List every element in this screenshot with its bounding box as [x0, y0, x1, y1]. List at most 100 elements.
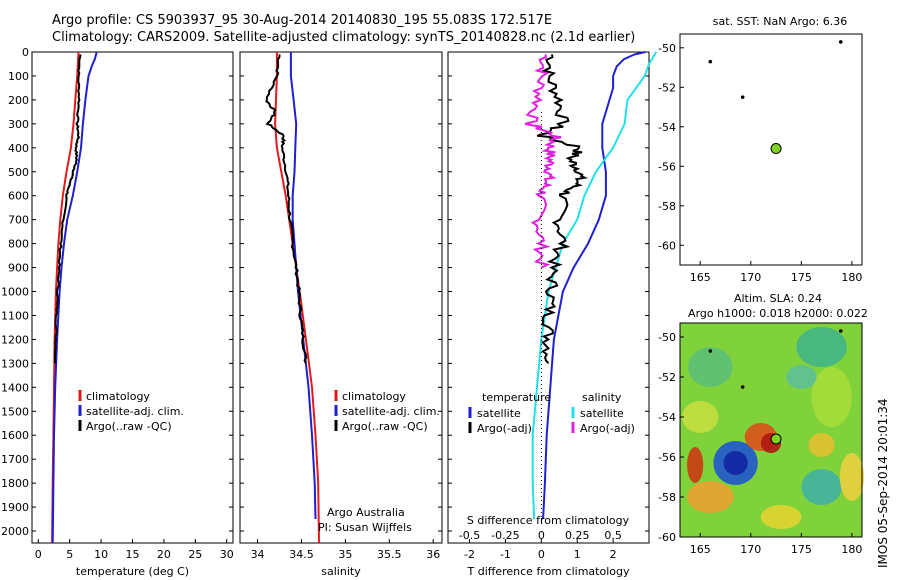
temperature-frame	[31, 51, 234, 544]
sst_map-xtick-label: 170	[740, 271, 761, 284]
difference-xtick2-label: 0.25	[565, 529, 590, 542]
temperature-xtick-label: 15	[126, 548, 140, 561]
sla_map-heat-cell	[811, 367, 852, 427]
difference-xtick2-label: 0.5	[604, 529, 622, 542]
sla_map-heat-cell	[801, 469, 842, 505]
title-line-2: Climatology: CARS2009. Satellite-adjuste…	[52, 30, 636, 45]
salinity-series-climatology	[274, 52, 320, 544]
difference-frame	[447, 51, 650, 544]
sst_map-ytick-label: -60	[658, 239, 676, 252]
depth-tick-label: 800	[8, 238, 29, 251]
salinity-xtick-label: 36	[426, 548, 440, 561]
temperature-series-climatology	[51, 51, 80, 544]
salinity-frame	[239, 51, 443, 544]
salinity-series-argo-raw-qc-	[265, 54, 308, 364]
depth-tick-label: 1300	[1, 357, 29, 370]
temperature-xtick-label: 0	[35, 548, 42, 561]
depth-tick-label: 1900	[1, 501, 29, 514]
depth-tick-label: 300	[8, 118, 29, 131]
sla_map-ytick-label: -56	[658, 451, 676, 464]
sst_map-xtick-label: 180	[841, 271, 862, 284]
difference-xtick-label: 1	[574, 548, 581, 561]
difference-xtick2-label: 0	[538, 529, 545, 542]
temperature-xtick-label: 10	[94, 548, 108, 561]
difference-xtick-label: -2	[464, 548, 475, 561]
depth-tick-label: 200	[8, 94, 29, 107]
sst-map-title: sat. SST: NaN Argo: 6.36	[713, 15, 847, 28]
sst_map-frame	[679, 33, 863, 266]
temperature-series-argo-raw-qc-	[53, 54, 82, 364]
depth-tick-label: 0	[22, 46, 29, 59]
depth-tick-label: 100	[8, 70, 29, 83]
sst_map-island	[740, 95, 745, 99]
depth-tick-label: 1700	[1, 453, 29, 466]
depth-tick-label: 1800	[1, 477, 29, 490]
depth-tick-label: 700	[8, 214, 29, 227]
sst_map-island	[708, 59, 713, 64]
sla_map-heat-cell	[808, 433, 835, 457]
difference-legend-label: Argo(-adj)	[477, 422, 532, 435]
sst_map-ytick-label: -54	[658, 121, 676, 134]
salinity-legend-label: climatology	[342, 390, 406, 403]
salinity-xtick-label: 34.5	[289, 548, 314, 561]
imos-timestamp: IMOS 05-Sep-2014 20:01:34	[876, 398, 890, 568]
temperature-xtick-label: 30	[220, 548, 234, 561]
salinity-series-satellite-adj-clim-	[289, 52, 317, 520]
depth-tick-label: 2000	[1, 525, 29, 538]
salinity-xtick-label: 34	[251, 548, 265, 561]
sla_map-argo-marker	[770, 433, 782, 445]
difference-legend-title-temperature: temperature	[482, 391, 551, 404]
difference-series-s-argo-adj-	[524, 54, 562, 269]
temperature-xtick-label: 5	[66, 548, 73, 561]
sla_map-heat-cell	[688, 347, 733, 387]
sla_map-heat-cell	[760, 505, 802, 529]
depth-tick-label: 1000	[1, 286, 29, 299]
temperature-legend-label: Argo(..raw -QC)	[86, 420, 172, 433]
sla_map-heat-cell	[687, 481, 734, 513]
salinity-legend-label: Argo(..raw -QC)	[342, 420, 428, 433]
difference-legend-title-salinity: salinity	[582, 391, 622, 404]
sla_map-heat-cell	[682, 401, 719, 433]
difference-xtick-label: 0	[538, 548, 545, 561]
depth-tick-label: 900	[8, 262, 29, 275]
depth-tick-label: 1100	[1, 309, 29, 322]
salinity-xlabel: salinity	[321, 565, 361, 578]
sla_map-xtick-label: 180	[841, 543, 862, 556]
depth-tick-label: 500	[8, 166, 29, 179]
sla_map-ytick-label: -60	[658, 531, 676, 544]
depth-tick-label: 1500	[1, 405, 29, 418]
temperature-legend-label: climatology	[86, 390, 150, 403]
temperature-xlabel: temperature (deg C)	[76, 565, 189, 578]
sla_map-island	[708, 349, 713, 353]
difference-legend-label: Argo(-adj)	[580, 422, 635, 435]
difference-xtick-label: 2	[610, 548, 617, 561]
sst_map-ytick-label: -52	[658, 81, 676, 94]
sla_map-heat-cell	[723, 451, 748, 475]
sst_map-group	[679, 33, 863, 266]
difference-legend-label: satellite	[580, 407, 624, 420]
sla_map-xtick-label: 165	[690, 543, 711, 556]
salinity-xtick-label: 35	[338, 548, 352, 561]
sst_map-xtick-label: 175	[791, 271, 812, 284]
difference-xlabel: T difference from climatology	[467, 565, 630, 578]
sla_map-xtick-label: 170	[740, 543, 761, 556]
temperature-xtick-label: 20	[157, 548, 171, 561]
difference-series-s-satellite	[531, 51, 658, 520]
depth-tick-label: 1200	[1, 333, 29, 346]
temperature-series-satellite-adj-clim-	[51, 51, 98, 544]
sst_map-ytick-label: -58	[658, 200, 676, 213]
sla_map-island	[740, 385, 745, 389]
depth-tick-label: 600	[8, 190, 29, 203]
salinity-legend-label: satellite-adj. clim.	[342, 405, 440, 418]
difference-xtick2-label: -0.25	[491, 529, 519, 542]
annotation-pi: PI: Susan Wijffels	[318, 521, 412, 534]
sla_map-xtick-label: 175	[791, 543, 812, 556]
sla_map-heat-cell	[687, 447, 704, 483]
temperature-legend-label: satellite-adj. clim.	[86, 405, 184, 418]
temperature-xtick-label: 25	[188, 548, 202, 561]
sla_map-ytick-label: -54	[658, 411, 676, 424]
difference-xlabel2: S difference from climatology	[467, 514, 630, 527]
depth-tick-label: 400	[8, 142, 29, 155]
sla_map-island	[838, 329, 843, 333]
